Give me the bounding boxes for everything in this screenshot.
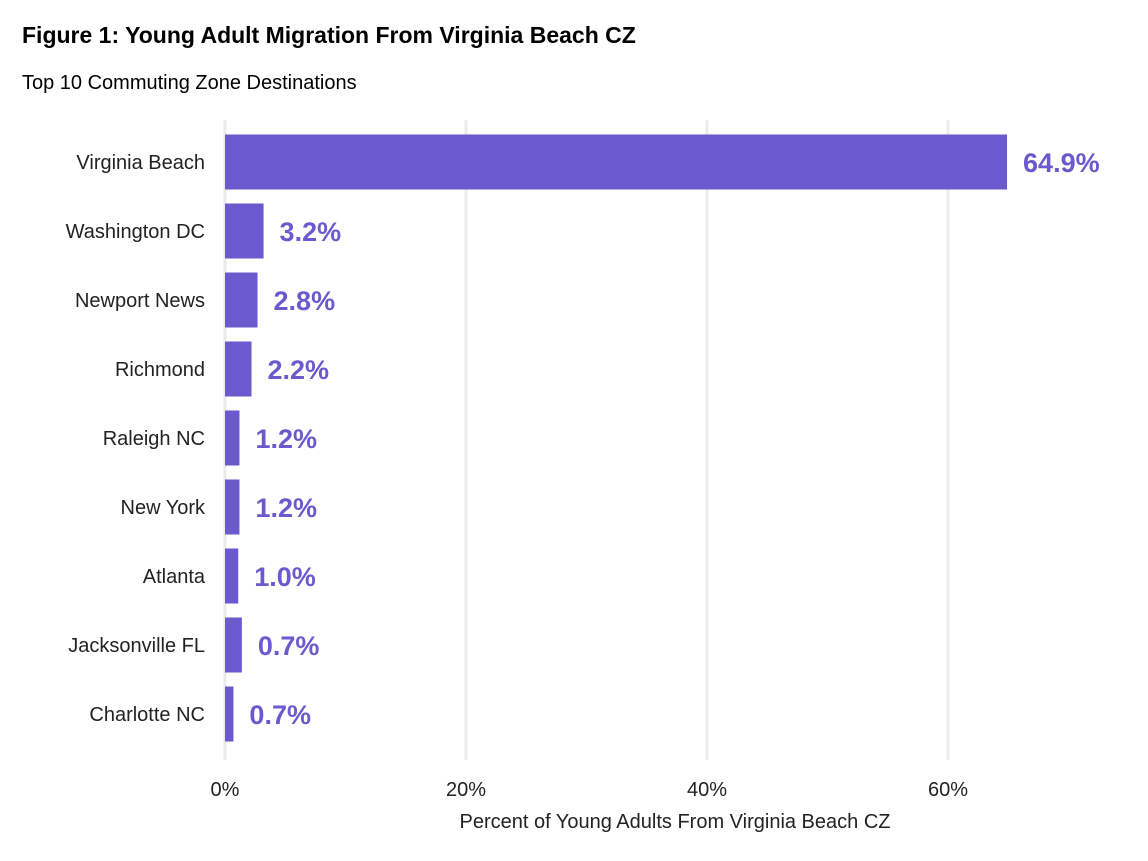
- bar: [225, 203, 264, 259]
- bar: [225, 272, 258, 328]
- bar: [225, 410, 240, 466]
- x-tick-label: 20%: [446, 779, 486, 801]
- bar: [225, 617, 242, 673]
- bar: [225, 341, 252, 397]
- bar: [225, 134, 1008, 190]
- chart-title: Figure 1: Young Adult Migration From Vir…: [22, 22, 636, 48]
- x-tick-label: 60%: [928, 779, 968, 801]
- y-tick-label: Jacksonville FL: [68, 635, 205, 657]
- data-label: 64.9%: [1023, 148, 1100, 178]
- x-axis-label: Percent of Young Adults From Virginia Be…: [459, 811, 891, 833]
- data-label: 1.2%: [255, 493, 317, 523]
- y-tick-label: Richmond: [115, 359, 205, 381]
- data-label: 2.8%: [274, 286, 336, 316]
- x-tick-label: 40%: [687, 779, 727, 801]
- bar: [225, 686, 234, 742]
- y-tick-label: Atlanta: [143, 566, 206, 588]
- y-tick-label: Washington DC: [66, 221, 205, 243]
- data-label: 3.2%: [280, 217, 342, 247]
- y-tick-label: New York: [121, 497, 206, 519]
- y-tick-label: Raleigh NC: [103, 428, 205, 450]
- data-label: 1.0%: [254, 562, 316, 592]
- data-label: 1.2%: [255, 424, 317, 454]
- data-label: 2.2%: [268, 355, 330, 385]
- y-tick-label: Charlotte NC: [89, 704, 205, 726]
- y-tick-label: Newport News: [75, 290, 205, 312]
- x-tick-label: 0%: [211, 779, 240, 801]
- bar: [225, 548, 239, 604]
- bar: [225, 479, 240, 535]
- data-label: 0.7%: [258, 631, 320, 661]
- chart-subtitle: Top 10 Commuting Zone Destinations: [22, 72, 357, 94]
- data-label: 0.7%: [249, 700, 311, 730]
- y-tick-label: Virginia Beach: [76, 152, 205, 174]
